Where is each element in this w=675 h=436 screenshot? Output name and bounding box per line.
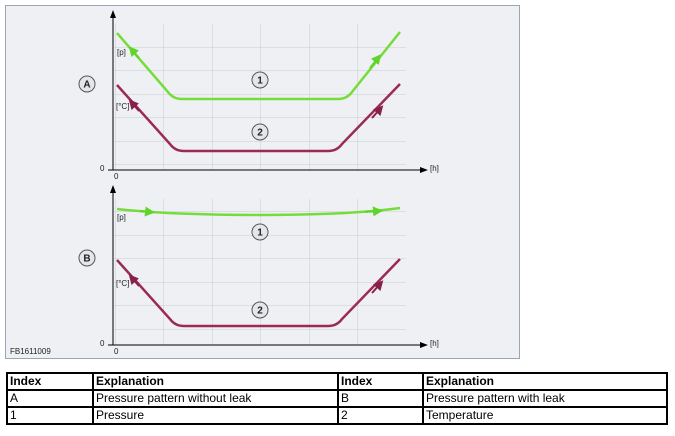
cell: Pressure pattern with leak — [422, 389, 668, 408]
temperature-axis-label: [°C] — [116, 102, 129, 111]
curve-label: 1 — [257, 76, 263, 87]
figure: [p] [°C] 0 0 [h] A 1 2 [p] [°C] 0 0 [h] … — [5, 5, 520, 359]
header-cell: Index — [337, 372, 424, 391]
panel-b: [p] [°C] 0 0 [h] B 1 2 — [78, 185, 439, 356]
pressure-axis-label: [p] — [117, 48, 126, 57]
temperature-axis-label: [°C] — [116, 279, 129, 288]
panel-label: B — [83, 254, 90, 265]
curve-label: 2 — [257, 306, 263, 317]
time-axis-label: [h] — [430, 164, 439, 173]
cell: B — [337, 389, 424, 408]
x-origin: 0 — [114, 172, 119, 181]
cell: 2 — [337, 406, 424, 425]
cell: Pressure pattern without leak — [92, 389, 339, 408]
cell: A — [6, 389, 94, 408]
curve-badge — [251, 223, 269, 241]
cell: Pressure — [92, 406, 339, 425]
temperature-curve — [116, 83, 401, 153]
table-row: 1 Pressure 2 Temperature — [6, 406, 668, 425]
header-cell: Explanation — [422, 372, 668, 391]
y-origin: 0 — [100, 339, 105, 348]
legend-table: Index Explanation Index Explanation A Pr… — [6, 372, 668, 425]
pressure-axis-label: [p] — [117, 213, 126, 222]
temperature-curve — [116, 258, 401, 328]
curve-label: 1 — [257, 228, 263, 239]
curve-badge — [251, 301, 269, 319]
x-origin: 0 — [114, 347, 119, 356]
table-header: Index Explanation Index Explanation — [6, 372, 668, 391]
panel-a: [p] [°C] 0 0 [h] A 1 2 — [78, 10, 439, 181]
curve-badge — [251, 123, 269, 141]
panel-badge — [78, 75, 96, 93]
curve-badge — [251, 71, 269, 89]
figure-id: FB1611009 — [10, 347, 51, 356]
y-origin: 0 — [100, 164, 105, 173]
header-cell: Explanation — [92, 372, 339, 391]
panel-label: A — [83, 80, 90, 91]
curve-label: 2 — [257, 128, 263, 139]
table-row: A Pressure pattern without leak B Pressu… — [6, 389, 668, 408]
time-axis-label: [h] — [430, 339, 439, 348]
header-cell: Index — [6, 372, 94, 391]
panel-badge — [78, 249, 96, 267]
grid — [114, 24, 406, 170]
cell: 1 — [6, 406, 94, 425]
grid — [114, 199, 406, 345]
cell: Temperature — [422, 406, 668, 425]
pressure-curve — [116, 31, 401, 101]
